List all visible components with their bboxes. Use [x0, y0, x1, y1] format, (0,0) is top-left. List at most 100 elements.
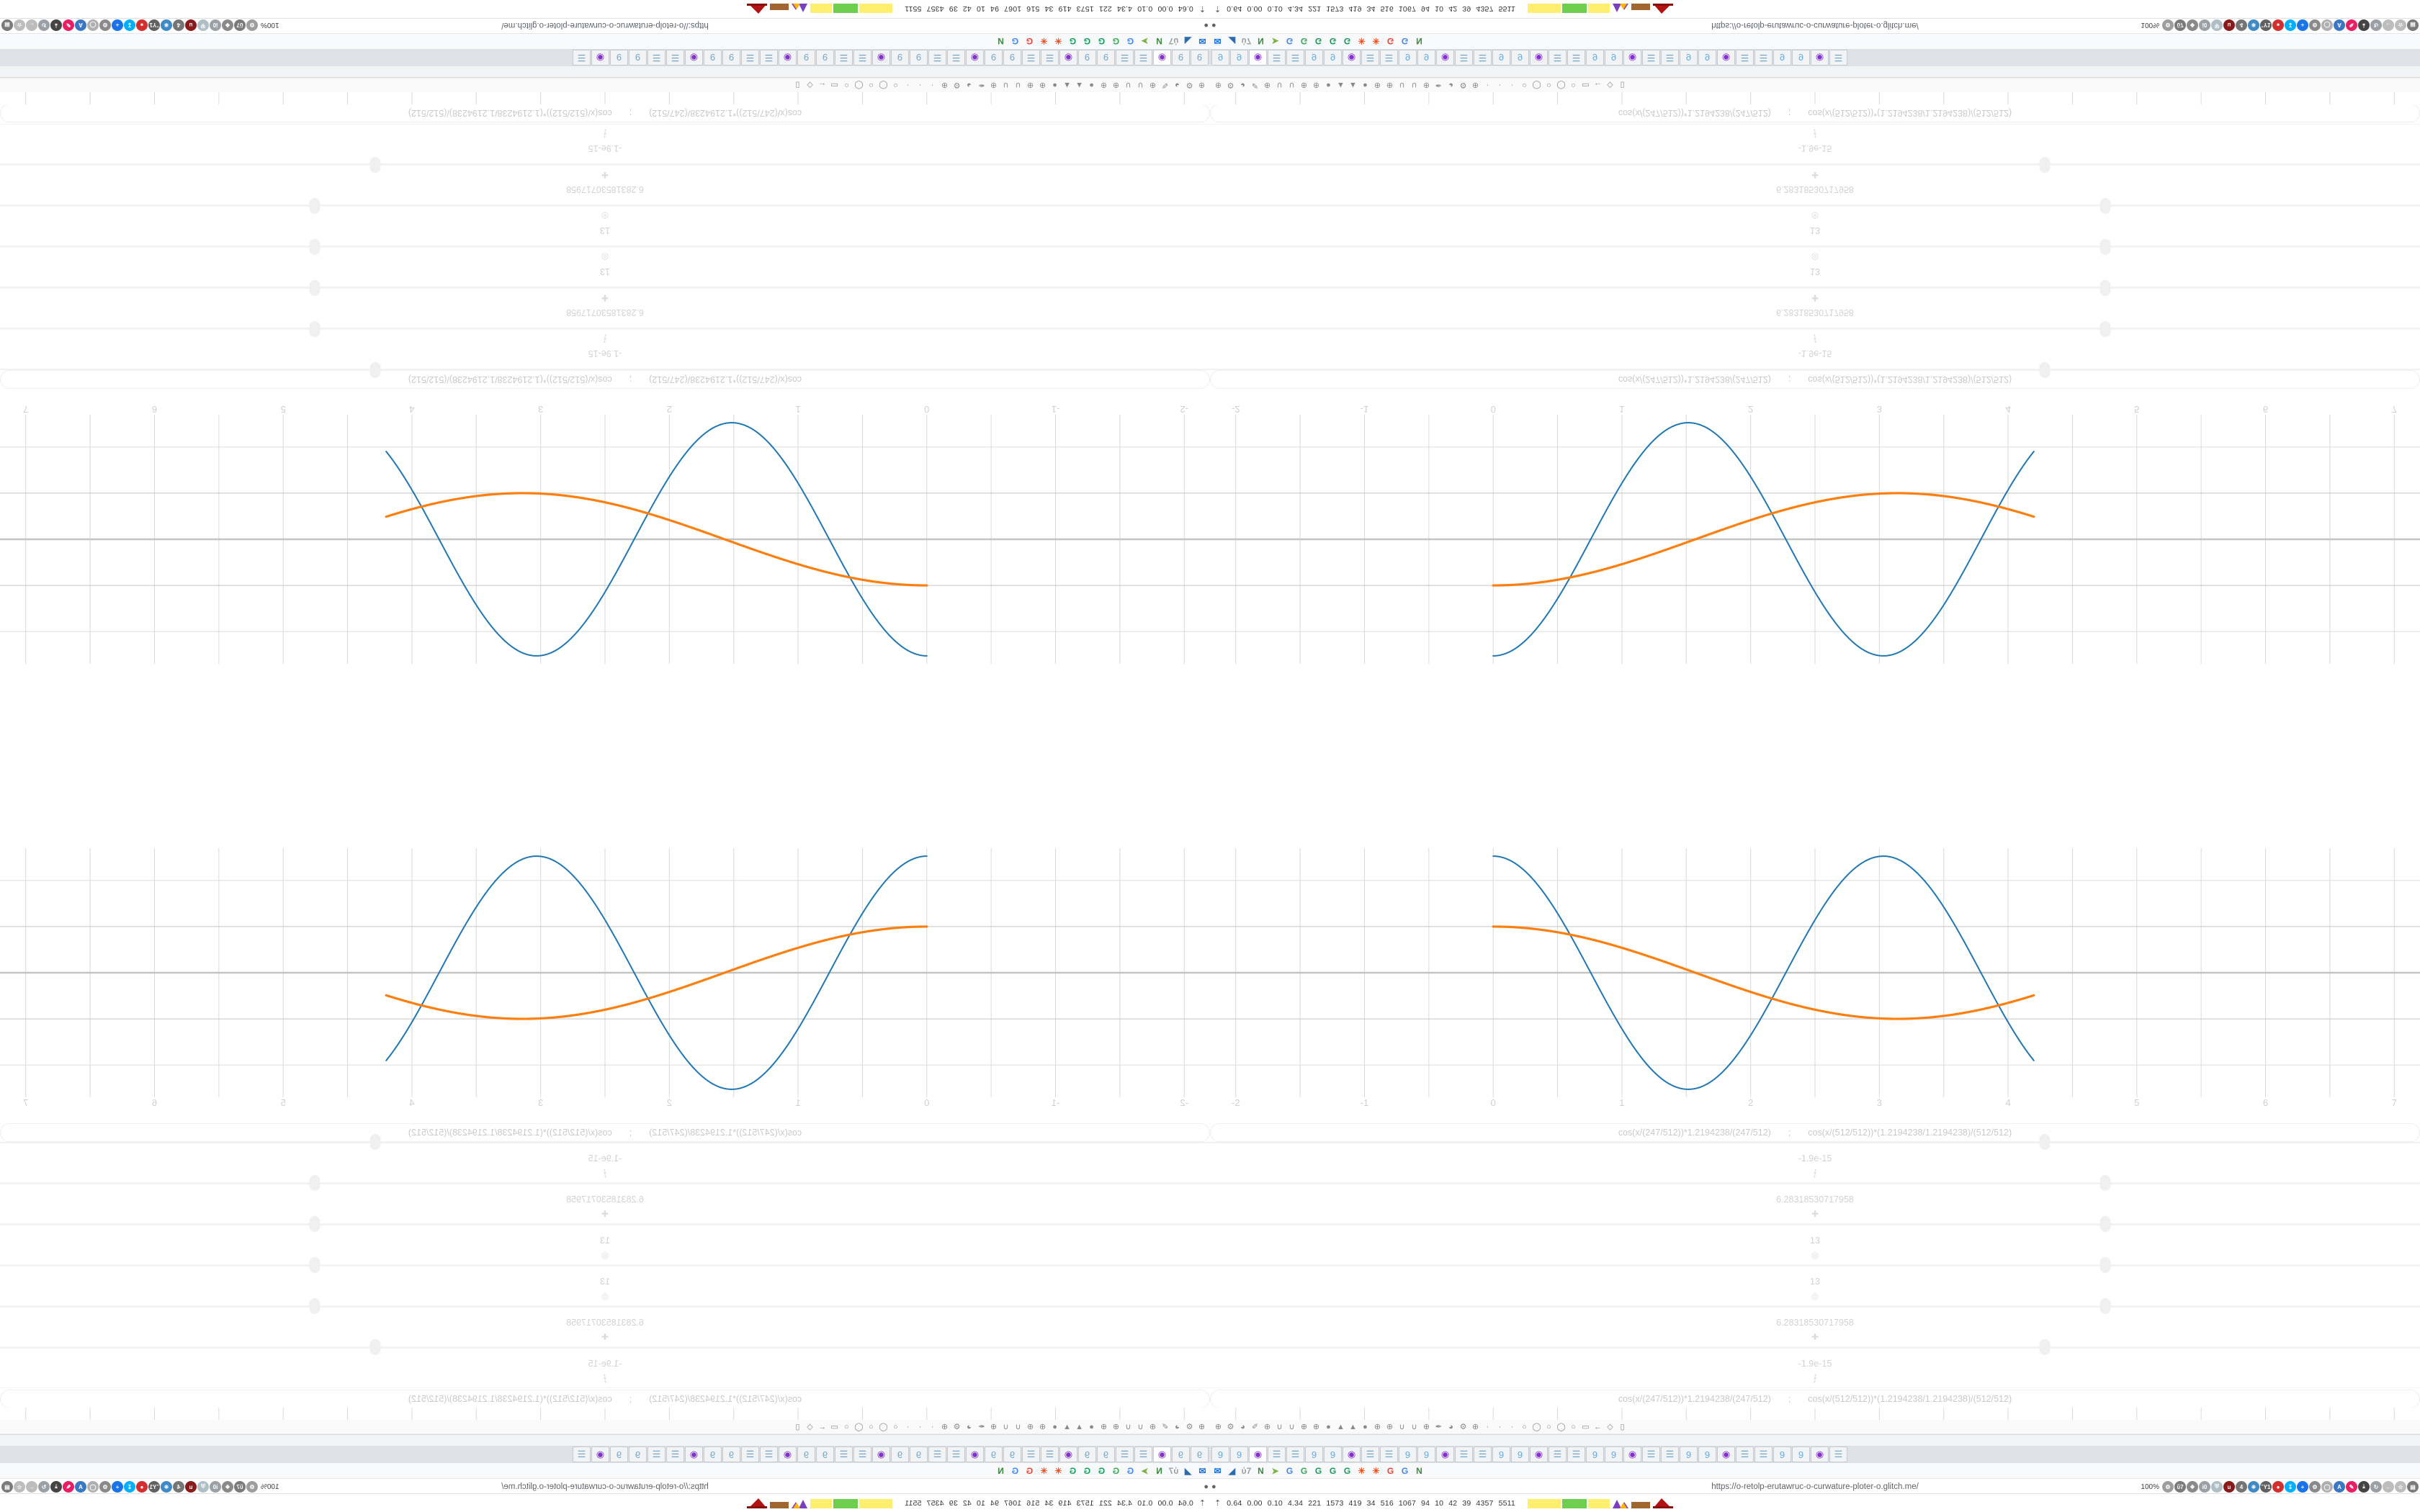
google-icon[interactable]: G [1298, 1464, 1310, 1477]
toolbar-icon-9[interactable]: ● [1086, 1421, 1097, 1432]
bookmarks-bar[interactable]: ✉ ◢ ὐ7 N ➤ G G G G G ☀ ☀ G G N [0, 1463, 1210, 1479]
sun-icon[interactable]: ☀ [1370, 35, 1382, 48]
tab-doc[interactable]: ☰ [1380, 50, 1398, 66]
gear-icon[interactable]: ⚙ [2162, 19, 2174, 31]
slider-thumb[interactable] [2100, 1175, 2111, 1191]
bottom-formula-bar[interactable]: cos(x/(247/512))*1.2194238/(247/512) ; c… [0, 1390, 1210, 1408]
slider-thumb[interactable] [2100, 239, 2111, 255]
toolbar-icon-7[interactable]: ⊕ [1299, 80, 1309, 91]
toolbar-icon-25[interactable]: ○ [1519, 1421, 1530, 1432]
tab-calculator[interactable]: ὜9 [610, 1446, 628, 1462]
tab-strip[interactable]: ὜9 ὜9 ◉ ☰ ☰ ὜9 ὜9 ◉ ☰ ☰ ὜9 ὜9 ◉ ☰ ☰ ὜9 ὜9 ◉ ☰ ☰ ὜9 ὜9 ◉ ☰ ☰ ὜9 ὜9 ◉… [1210, 1446, 2420, 1463]
target-icon[interactable]: ◎ [1811, 1250, 1819, 1260]
toolbar-icon-33[interactable]: ▯ [1617, 1421, 1628, 1432]
toolbar-icon-16[interactable]: ∪ [1409, 80, 1420, 91]
toolbar-icon-24[interactable]: · [902, 80, 913, 91]
mute-icon[interactable]: ὐ7 [1168, 35, 1180, 48]
tab-calculator[interactable]: ὜9 [1605, 50, 1623, 66]
tab-calculator[interactable]: ὜9 [1417, 1446, 1435, 1462]
gear-icon[interactable]: ⚙ [2162, 1481, 2174, 1493]
toolbar-icon-10[interactable]: ▲ [1335, 1421, 1346, 1432]
page-action-icon[interactable]: ● [1204, 21, 1209, 30]
toolbar-icon-10[interactable]: ▲ [1074, 80, 1085, 91]
tab-plotter[interactable]: ◉ [966, 50, 984, 66]
stats-expand-icon[interactable]: ⇡ [1214, 1498, 1221, 1508]
toolbar-icon-17[interactable]: ⊕ [1421, 80, 1432, 91]
toolbar-icon-9[interactable]: ● [1086, 80, 1097, 91]
compass-icon[interactable]: ➤ [1269, 1464, 1281, 1477]
address-bar[interactable]: https://o-retolp-erutawruc-o-curwature-p… [1711, 1482, 1919, 1491]
slider-track[interactable] [0, 328, 1210, 329]
tab-doc[interactable]: ☰ [1380, 1446, 1398, 1462]
toolbar-icon-11[interactable]: ▲ [1348, 1421, 1358, 1432]
tab-plotter[interactable]: ◉ [1623, 50, 1641, 66]
extensions-row[interactable]: 100% ⚙ ὒ7 ❖ ἱ0 ⛨ u ὜4 ❈ Ὕ1 ● ↧ + ⚙ ◯ A ✎ ⤓ ↻ ← ☆ ▤ [2141, 1479, 2419, 1495]
tab-strip[interactable]: ὜9 ὜9 ◉ ☰ ☰ ὜9 ὜9 ◉ ☰ ☰ ὜9 ὜9 ◉ ☰ ☰ ὜9 ὜9 ◉ ☰ ☰ ὜9 ὜9 ◉ ☰ ☰ ὜9 ὜9 ◉… [1210, 49, 2420, 66]
compass-icon[interactable]: ➤ [1139, 1464, 1151, 1477]
tab-doc[interactable]: ☰ [1567, 50, 1585, 66]
record-icon[interactable]: ● [2272, 19, 2284, 31]
move-horizontal-icon[interactable]: ⨍ [1813, 129, 1817, 139]
star-icon[interactable]: ☆ [2395, 1481, 2406, 1493]
toolbar-icon-24[interactable]: · [902, 1421, 913, 1432]
toolbar-icon-27[interactable]: ○ [866, 80, 877, 91]
target-icon[interactable]: ◎ [601, 211, 609, 221]
move-horizontal-icon[interactable]: ⨍ [1813, 1168, 1817, 1178]
rainbow-pen-icon[interactable]: ✎ [2346, 1481, 2357, 1493]
toolbar-icon-15[interactable]: ∪ [1397, 1421, 1407, 1432]
google-icon[interactable]: G [1124, 1464, 1137, 1477]
tab-plotter[interactable]: ◉ [1059, 50, 1077, 66]
toolbar-icon-7[interactable]: ⊕ [1111, 80, 1121, 91]
toolbar-icon-31[interactable]: ← [1592, 80, 1603, 91]
toolbar-icon-28[interactable]: ◯ [1556, 80, 1567, 91]
toolbar-icon-0[interactable]: ⊕ [1196, 1421, 1207, 1432]
settings-gear-icon[interactable]: ⚙ [2309, 19, 2321, 31]
slider-thumb[interactable] [309, 1216, 320, 1232]
tab-plotter[interactable]: ◉ [1717, 1446, 1735, 1462]
tab-calculator[interactable]: ὜9 [629, 1446, 647, 1462]
tab-plotter[interactable]: ◉ [1153, 50, 1171, 66]
download-icon[interactable]: ⤓ [50, 1481, 62, 1493]
reload-icon[interactable]: ↻ [38, 1481, 50, 1493]
shield-icon[interactable]: ⛨ [197, 1481, 209, 1493]
share-icon[interactable]: ❈ [161, 19, 172, 31]
toolbar-icon-5[interactable]: ∪ [1135, 80, 1146, 91]
slider-thumb[interactable] [2040, 1134, 2051, 1150]
archive-icon[interactable]: ὜4 [2236, 19, 2247, 31]
control-row[interactable]: 13 ◎ [0, 206, 1210, 247]
tab-calculator[interactable]: ὜9 [1191, 1446, 1209, 1462]
wrench-icon[interactable]: ὒ7 [2174, 1481, 2186, 1493]
ublock-icon[interactable]: u [2223, 19, 2235, 31]
tab-calculator[interactable]: ὜9 [1097, 50, 1115, 66]
target-icon[interactable]: ◎ [601, 1291, 609, 1301]
tab-calculator[interactable]: ὜9 [1586, 50, 1604, 66]
toolbar-icon-14[interactable]: ⊕ [1025, 1421, 1036, 1432]
toolbar-icon-28[interactable]: ◯ [853, 1421, 864, 1432]
toolbar-icon-22[interactable]: · [927, 80, 938, 91]
trash-icon[interactable]: Ὕ1 [148, 19, 160, 31]
download-arrow-icon[interactable]: ↧ [2285, 1481, 2296, 1493]
tab-doc[interactable]: ☰ [1754, 1446, 1773, 1462]
drive-icon[interactable]: ◢ [1182, 1464, 1194, 1477]
stats-expand-icon[interactable]: ⇡ [1214, 4, 1221, 14]
slider-thumb[interactable] [309, 1175, 320, 1191]
control-row[interactable]: 6.28318530717958 ✚ [1210, 1306, 2420, 1347]
tab-calculator[interactable]: ὜9 [1792, 50, 1810, 66]
toolbar-icon-25[interactable]: ○ [890, 80, 901, 91]
tab-doc[interactable]: ☰ [947, 1446, 965, 1462]
tab-doc[interactable]: ☰ [928, 1446, 946, 1462]
slider-track[interactable] [0, 1183, 1210, 1184]
tab-doc[interactable]: ☰ [1268, 50, 1286, 66]
tab-doc[interactable]: ☰ [1642, 50, 1660, 66]
compass-icon[interactable]: ➤ [1139, 35, 1151, 48]
tab-calculator[interactable]: ὜9 [1417, 50, 1435, 66]
google-green-icon[interactable]: G [1067, 35, 1079, 48]
tab-plotter[interactable]: ◉ [1717, 50, 1735, 66]
tab-plotter[interactable]: ◉ [685, 50, 703, 66]
slider-track[interactable] [0, 246, 1210, 247]
tab-doc[interactable]: ☰ [1829, 50, 1847, 66]
slider-thumb[interactable] [309, 280, 320, 296]
toolbar-icon-14[interactable]: ⊕ [1025, 80, 1036, 91]
toolbar-icon-27[interactable]: ○ [1543, 1421, 1554, 1432]
tab-plotter[interactable]: ◉ [1436, 50, 1454, 66]
